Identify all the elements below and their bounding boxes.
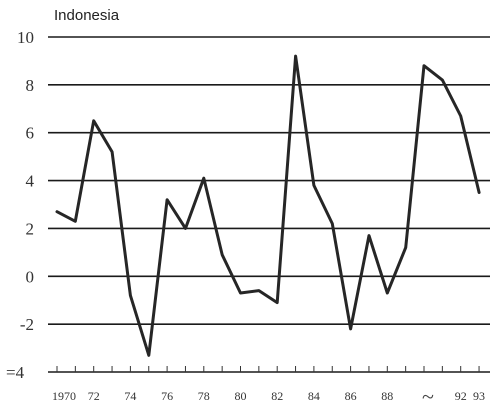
y-tick-label: =4	[6, 363, 25, 382]
x-tick-label: 74	[124, 389, 136, 403]
x-tick-label: 78	[198, 389, 210, 403]
x-tick-label: 84	[308, 389, 320, 403]
x-tick-label: 80	[235, 389, 247, 403]
x-tick-label: 1970	[52, 389, 76, 403]
axis-break-mark: ~	[422, 384, 434, 409]
series-layer	[55, 54, 481, 357]
x-tick-label: 88	[381, 389, 393, 403]
y-tick-label: 2	[26, 219, 35, 238]
y-tick-label: 10	[17, 28, 34, 47]
x-tick-label: 82	[271, 389, 283, 403]
x-tick-label: 92	[455, 389, 467, 403]
x-tick-label: 86	[345, 389, 357, 403]
chart-title: Indonesia	[54, 7, 120, 24]
y-tick-labels: =4 -2 0 2 4 6 8 10	[6, 28, 35, 382]
y-tick-label: 8	[26, 76, 35, 95]
x-tick-labels: 1970 72 74 76 78 80 82 84 86 88 92 93	[52, 389, 485, 403]
x-tick-label: 72	[88, 389, 100, 403]
series-line-0	[55, 54, 481, 357]
x-tick-marks	[56, 366, 480, 372]
gridlines	[48, 36, 490, 373]
y-tick-label: 0	[26, 267, 35, 286]
x-tick-label: 76	[161, 389, 173, 403]
y-tick-label: -2	[20, 315, 34, 334]
y-tick-label: 4	[26, 172, 35, 191]
x-tick-label: 93	[473, 389, 485, 403]
y-tick-label: 6	[26, 124, 35, 143]
